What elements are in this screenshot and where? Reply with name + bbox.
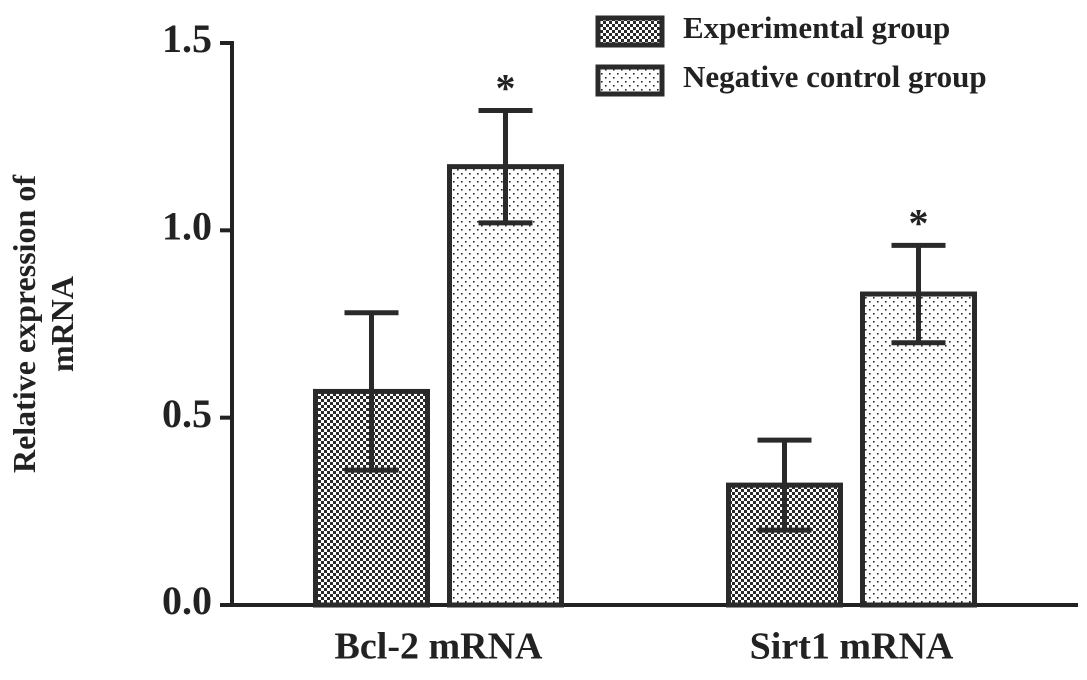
- y-axis-title: Relative expression ofmRNA: [6, 175, 80, 473]
- annotation: *: [909, 200, 929, 245]
- y-tick-label: 0.5: [162, 391, 212, 436]
- bar: [447, 164, 564, 608]
- legend-swatch: [595, 64, 665, 97]
- error-bar: [891, 242, 946, 346]
- y-axis-title-line: mRNA: [44, 276, 80, 372]
- y-tick-label: 1.5: [162, 16, 212, 61]
- bar: [860, 291, 977, 608]
- x-tick-label: Bcl-2 mRNA: [335, 626, 543, 668]
- annotation: *: [496, 66, 516, 111]
- y-tick-label: 0.0: [162, 578, 212, 623]
- y-axis-title-line: Relative expression of: [6, 175, 42, 473]
- legend-swatch: [595, 15, 665, 48]
- error-bar: [344, 310, 399, 473]
- error-bar: [757, 437, 812, 533]
- y-tick-label: 1.0: [162, 204, 212, 249]
- x-tick-label: Sirt1 mRNA: [750, 626, 954, 668]
- error-bar: [478, 107, 533, 226]
- legend-label: Negative control group: [683, 59, 987, 94]
- legend-label: Experimental group: [683, 10, 950, 45]
